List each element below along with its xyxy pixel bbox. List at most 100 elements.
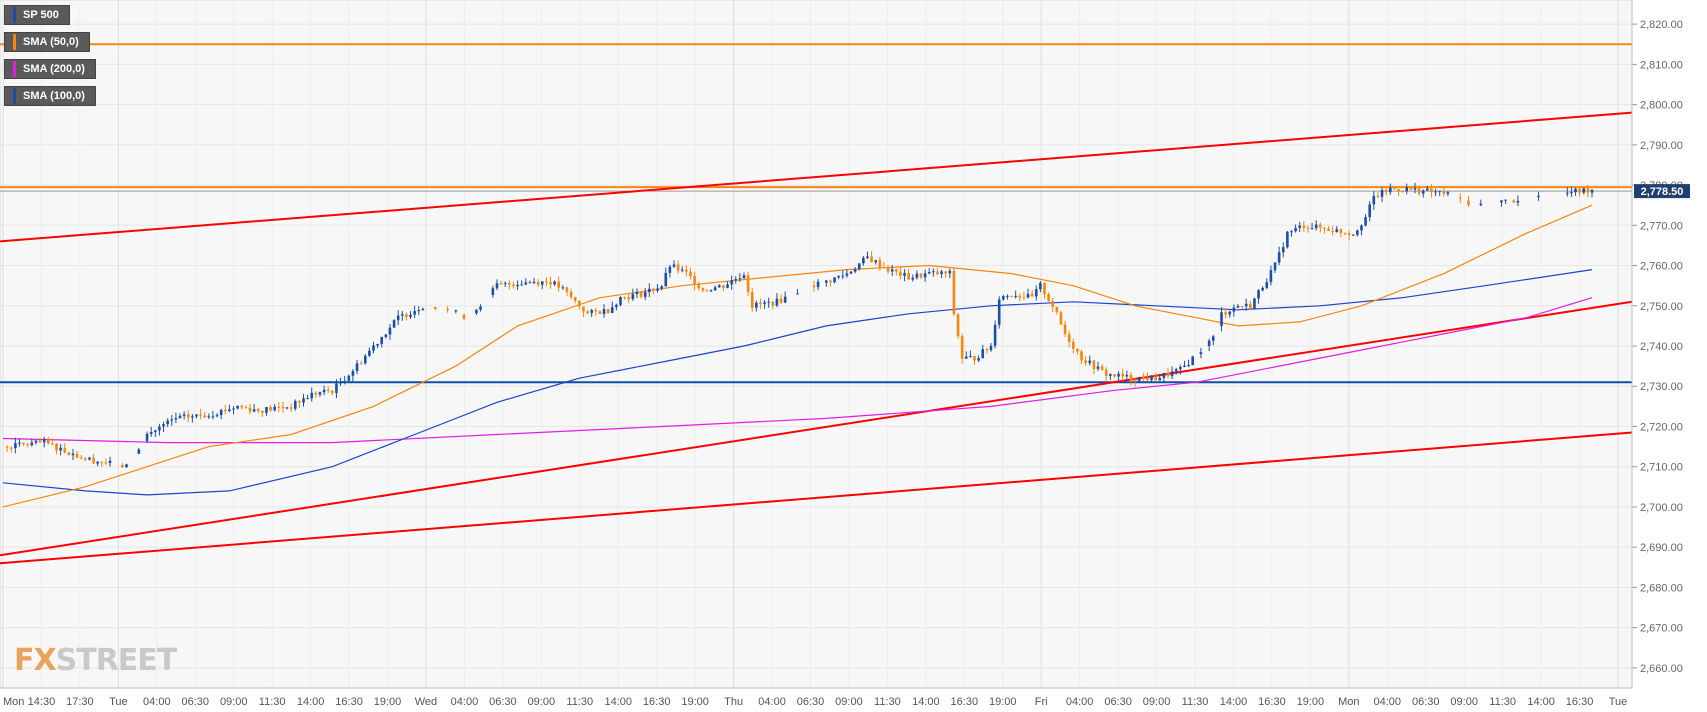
candle (343, 375, 346, 385)
candle (656, 284, 659, 293)
candle (215, 412, 219, 418)
candle-body (668, 266, 672, 273)
candle-body (491, 288, 495, 295)
candle-body (55, 443, 58, 451)
candle-body (1331, 231, 1334, 233)
candle-body (985, 349, 989, 351)
x-tick-label: Wed (415, 696, 437, 708)
candle (1413, 182, 1417, 194)
candle-body (88, 457, 91, 460)
candle-body (1220, 312, 1223, 326)
candle-body (553, 281, 556, 285)
candle-body (26, 444, 29, 446)
candle-body (1372, 195, 1376, 205)
candle (977, 355, 980, 363)
candle-body (261, 410, 264, 413)
candle-body (997, 299, 1001, 325)
candle-body (252, 409, 256, 412)
candle-body (1228, 311, 1232, 315)
candle-body (1179, 366, 1182, 370)
candle (265, 406, 268, 416)
legend-item-sma100[interactable]: SMA (100,0) (4, 86, 96, 106)
candle-body (1030, 293, 1034, 297)
candle (569, 288, 573, 300)
candle-body (372, 345, 375, 351)
candle (586, 310, 589, 315)
candle-body (9, 447, 13, 449)
candle-body (771, 301, 775, 306)
candle (1434, 188, 1437, 197)
candle (191, 413, 194, 423)
sma100-line (2, 269, 1593, 496)
candle (508, 280, 511, 290)
candle (557, 276, 561, 292)
candle-body (578, 300, 581, 307)
candle (1030, 290, 1034, 297)
candle (1294, 224, 1297, 233)
candle-body (512, 284, 515, 287)
candle-body (833, 277, 836, 283)
candle (528, 280, 532, 284)
candle-body (1479, 203, 1483, 206)
candle (1343, 232, 1347, 236)
candle-body (610, 307, 614, 313)
candle (446, 306, 449, 313)
candle (55, 443, 58, 455)
y-tick-label: 2,790.00 (1640, 140, 1683, 152)
x-tick-label: 11:30 (566, 696, 593, 708)
legend-item-sma50[interactable]: SMA (50,0) (4, 32, 90, 52)
candle-body (680, 269, 684, 271)
candle (1438, 190, 1441, 196)
candle-body (1590, 189, 1594, 193)
candle-body (1500, 200, 1503, 203)
candle (960, 333, 964, 364)
candle-body (149, 431, 153, 434)
candle (845, 269, 849, 278)
legend-item-sma200[interactable]: SMA (200,0) (4, 59, 96, 79)
candle (1166, 367, 1170, 379)
candle-body (1117, 373, 1120, 377)
candle (746, 271, 750, 296)
candle (108, 456, 112, 467)
x-tick-label: 19:00 (374, 696, 402, 708)
candle-body (1010, 295, 1013, 297)
candle (1249, 301, 1252, 310)
candle-body (1368, 204, 1372, 218)
candle (491, 285, 495, 298)
candle (553, 280, 556, 287)
legend-item-sp500[interactable]: SP 500 (4, 5, 70, 25)
candle-body (1537, 195, 1540, 198)
candle (421, 307, 425, 311)
candle (837, 275, 840, 280)
candle-body (1100, 366, 1104, 370)
candle (779, 294, 783, 305)
candle-body (298, 400, 301, 403)
candle-body (228, 409, 231, 412)
candle-body (919, 273, 923, 278)
candle (34, 440, 38, 445)
candle-body (1360, 225, 1363, 231)
candle-body (693, 276, 696, 285)
candle (1376, 192, 1380, 199)
candle (841, 270, 845, 280)
y-tick-label: 2,760.00 (1640, 261, 1683, 273)
candle (956, 313, 960, 340)
candle (310, 387, 314, 402)
candle-body (1286, 231, 1289, 248)
candle (1574, 187, 1577, 196)
candle (969, 350, 972, 358)
candle-body (413, 311, 416, 315)
candle-body (956, 314, 960, 337)
candle-body (154, 430, 157, 432)
candle (1141, 372, 1145, 382)
candle (1405, 183, 1409, 195)
candle-body (1191, 356, 1194, 366)
candle (520, 280, 523, 286)
candle (1273, 261, 1277, 274)
candle-body (652, 288, 655, 291)
y-tick-label: 2,670.00 (1640, 623, 1683, 635)
x-tick-label: 11:30 (1489, 696, 1516, 708)
candle-body (746, 275, 750, 293)
candle-body (1067, 334, 1071, 342)
